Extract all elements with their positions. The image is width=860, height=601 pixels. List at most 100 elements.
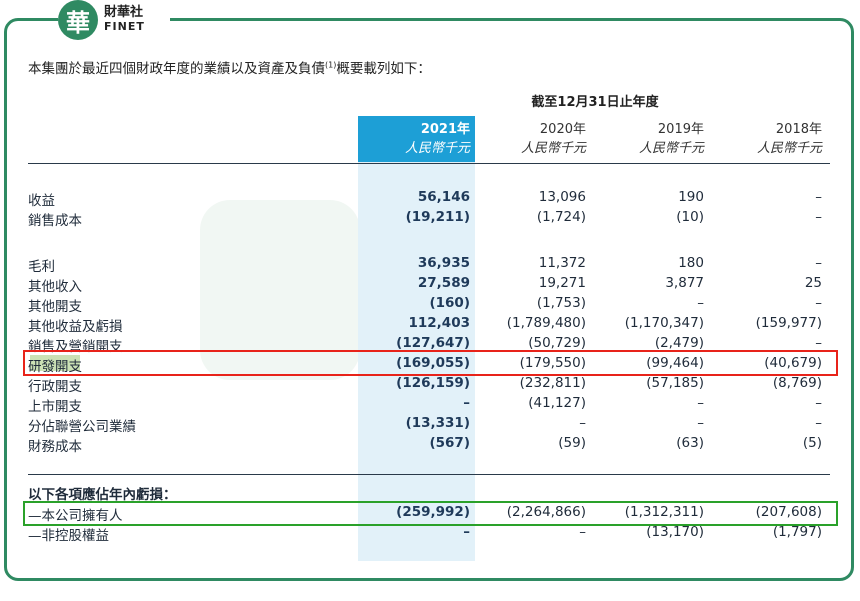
cell-2020: (179,550) [519,355,586,371]
period-heading: 截至12月31日止年度 [531,95,659,110]
cell-2021: (169,055) [396,355,470,371]
table-row: 銷售成本 (19,211) (1,724) (10) – [0,209,860,229]
brand-text: 財華社 FINET [104,6,145,34]
row-label: 毛利 [28,259,55,275]
table-row-rnd-highlighted: 研發開支 (169,055) (179,550) (99,464) (40,67… [0,355,860,375]
brand-logo: 華 財華社 FINET [58,0,170,40]
cell-2018: (5) [802,435,822,451]
table-row: 其他開支 (160) (1,753) – – [0,295,860,315]
column-header-2018: 2018年 人民幣千元 [712,120,822,158]
cell-2018: – [815,189,822,205]
cell-2019: (1,170,347) [624,315,704,331]
column-header-2019: 2019年 人民幣千元 [594,120,704,158]
intro-text-tail: 概要載列如下： [336,61,431,77]
cell-2018: – [815,255,822,271]
table-row: 行政開支 (126,159) (232,811) (57,185) (8,769… [0,375,860,395]
cell-2021: (127,647) [396,335,470,351]
cell-2018: – [815,415,822,431]
cell-2020: (1,789,480) [506,315,586,331]
column-unit: 人民幣千元 [404,141,470,156]
row-label: —非控股權益 [28,528,109,544]
cell-2019: 3,877 [665,275,704,291]
cell-2020: 19,271 [538,275,586,291]
table-row: 毛利 36,935 11,372 180 – [0,255,860,275]
table-row-owners-highlighted: —本公司擁有人 (259,992) (2,264,866) (1,312,311… [0,504,860,524]
cell-2021: 112,403 [408,315,471,331]
row-label: 其他收益及虧損 [28,319,123,335]
cell-2021: 36,935 [417,255,470,271]
row-label: 財務成本 [28,439,82,455]
finet-logo-icon: 華 [58,0,98,40]
column-header-2020: 2020年 人民幣千元 [476,120,586,158]
cell-2020: (1,753) [536,295,586,311]
highlighter-mark [30,355,80,371]
row-label: 行政開支 [28,379,82,395]
cell-2020: 11,372 [538,255,586,271]
column-unit: 人民幣千元 [756,141,822,156]
highlight-box-green [23,501,838,526]
section-rule [28,474,830,475]
cell-2019: (57,185) [646,375,704,391]
cell-2019: – [697,295,704,311]
cell-2021: – [463,395,470,411]
column-year: 2020年 [539,122,586,137]
row-label: —本公司擁有人 [28,508,123,524]
current-year-column-shade [358,116,475,561]
brand-name-cn: 財華社 [104,5,144,20]
cell-2018: 25 [804,275,822,291]
cell-2018: – [815,335,822,351]
cell-2020: 13,096 [538,189,586,205]
column-year: 2019年 [657,122,704,137]
cell-2019: (63) [676,435,704,451]
intro-text: 本集團於最近四個財政年度的業績以及資產及負債(1)概要載列如下： [28,57,431,78]
cell-2020: (41,127) [528,395,586,411]
row-label: 分佔聯營公司業績 [28,419,136,435]
cell-2021: 56,146 [417,189,470,205]
cell-2020: (50,729) [528,335,586,351]
cell-2020: (232,811) [519,375,586,391]
cell-2021: (19,211) [405,209,470,225]
table-row: —非控股權益 – – (13,170) (1,797) [0,524,860,544]
row-label: 收益 [28,193,55,209]
cell-2021: (567) [429,435,470,451]
highlight-box-red [23,350,838,376]
cell-2021: 27,589 [417,275,470,291]
cell-2020: (1,724) [536,209,586,225]
brand-name-en: FINET [104,20,145,33]
current-year-header-bg [358,116,475,162]
cell-2019: (99,464) [646,355,704,371]
row-label: 其他開支 [28,299,82,315]
cell-2018: (207,608) [755,504,822,520]
cell-2019: (13,170) [646,524,704,540]
row-label: 上市開支 [28,399,82,415]
column-unit: 人民幣千元 [638,141,704,156]
cell-2018: (159,977) [755,315,822,331]
cell-2020: – [579,524,586,540]
cell-2018: – [815,395,822,411]
row-label: 研發開支 [28,359,82,375]
cell-2018: (1,797) [772,524,822,540]
cell-2019: 190 [678,189,704,205]
row-label: 銷售成本 [28,213,82,229]
table-row: 其他收入 27,589 19,271 3,877 25 [0,275,860,295]
cell-2019: – [697,395,704,411]
table-row: 分佔聯營公司業績 (13,331) – – – [0,415,860,435]
cell-2019: – [697,415,704,431]
cell-2021: – [463,524,470,540]
cell-2020: (2,264,866) [506,504,586,520]
cell-2019: (10) [676,209,704,225]
row-label: 其他收入 [28,279,82,295]
table-row: 收益 56,146 13,096 190 – [0,189,860,209]
cell-2019: (1,312,311) [624,504,704,520]
table-row: 財務成本 (567) (59) (63) (5) [0,435,860,455]
loss-section-heading-row: 以下各項應佔年內虧損： [0,483,860,503]
cell-2021: (259,992) [396,504,470,520]
column-year: 2021年 [420,122,470,137]
column-unit: 人民幣千元 [520,141,586,156]
header-rule [28,163,830,164]
cell-2020: – [579,415,586,431]
cell-2018: – [815,209,822,225]
table-row: 上市開支 – (41,127) – – [0,395,860,415]
loss-section-heading: 以下各項應佔年內虧損： [28,487,177,503]
cell-2019: 180 [678,255,704,271]
